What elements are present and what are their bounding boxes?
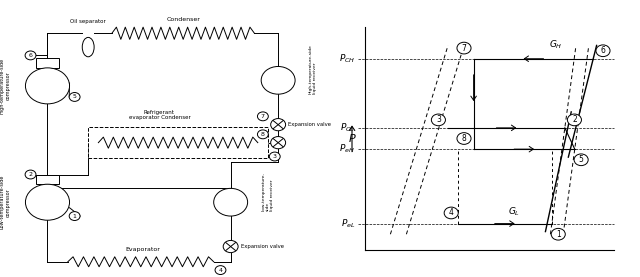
Circle shape	[223, 240, 238, 253]
Text: $P_{eL}$: $P_{eL}$	[340, 217, 355, 230]
Circle shape	[568, 114, 582, 126]
Circle shape	[269, 152, 280, 161]
Text: $G_L$: $G_L$	[508, 206, 520, 218]
Text: 1: 1	[556, 230, 561, 239]
Text: 5: 5	[579, 155, 584, 164]
Text: $P_{CH}$: $P_{CH}$	[339, 52, 355, 65]
Circle shape	[261, 66, 295, 94]
Text: High-temperature-side
liquid receiver: High-temperature-side liquid receiver	[308, 44, 317, 94]
Circle shape	[25, 51, 36, 60]
FancyBboxPatch shape	[36, 175, 60, 184]
Text: $P_{CL}$: $P_{CL}$	[340, 122, 355, 134]
Text: Expansion valve: Expansion valve	[289, 122, 332, 127]
Text: Evaporator: Evaporator	[125, 247, 160, 252]
Text: 6: 6	[29, 53, 33, 58]
Circle shape	[257, 130, 268, 139]
Text: $P_{eH}$: $P_{eH}$	[339, 143, 355, 155]
Text: 2: 2	[29, 172, 33, 177]
Text: 3: 3	[436, 116, 441, 124]
Text: 8: 8	[461, 134, 467, 143]
Text: 4: 4	[218, 268, 223, 273]
Circle shape	[457, 133, 471, 144]
Text: 8: 8	[261, 132, 265, 137]
Text: P: P	[349, 134, 355, 143]
Text: 7: 7	[261, 114, 265, 119]
Text: 2: 2	[572, 116, 577, 124]
Circle shape	[457, 42, 471, 54]
Text: 5: 5	[73, 94, 77, 99]
Text: 7: 7	[461, 43, 467, 53]
Circle shape	[271, 137, 285, 149]
Text: 6: 6	[600, 46, 605, 55]
Circle shape	[26, 184, 70, 220]
Text: Expansion valve: Expansion valve	[241, 244, 284, 249]
Text: 3: 3	[273, 154, 276, 159]
Circle shape	[214, 188, 248, 216]
Circle shape	[431, 114, 445, 126]
Text: High-temperature-side
compressor: High-temperature-side compressor	[0, 58, 10, 114]
Text: Refrigerant
evaporator Condenser: Refrigerant evaporator Condenser	[129, 110, 190, 120]
Text: Low-temperature-
side
liquid receiver: Low-temperature- side liquid receiver	[261, 171, 275, 211]
Text: Oil separator: Oil separator	[70, 19, 106, 24]
FancyBboxPatch shape	[88, 127, 268, 158]
Circle shape	[596, 45, 610, 57]
Circle shape	[26, 68, 70, 104]
Ellipse shape	[83, 37, 94, 57]
Circle shape	[215, 266, 226, 275]
Text: Condenser: Condenser	[166, 17, 200, 22]
Text: $G_H$: $G_H$	[550, 38, 563, 51]
Circle shape	[271, 119, 285, 131]
Circle shape	[25, 170, 36, 179]
Text: 1: 1	[73, 214, 77, 219]
Text: 4: 4	[449, 209, 454, 217]
Circle shape	[574, 154, 588, 166]
Circle shape	[444, 207, 458, 219]
Circle shape	[69, 212, 80, 220]
Text: Low-temperature-side
compressor: Low-temperature-side compressor	[0, 175, 10, 229]
Circle shape	[257, 112, 268, 121]
Circle shape	[69, 93, 80, 101]
Circle shape	[551, 228, 565, 240]
FancyBboxPatch shape	[36, 58, 60, 68]
